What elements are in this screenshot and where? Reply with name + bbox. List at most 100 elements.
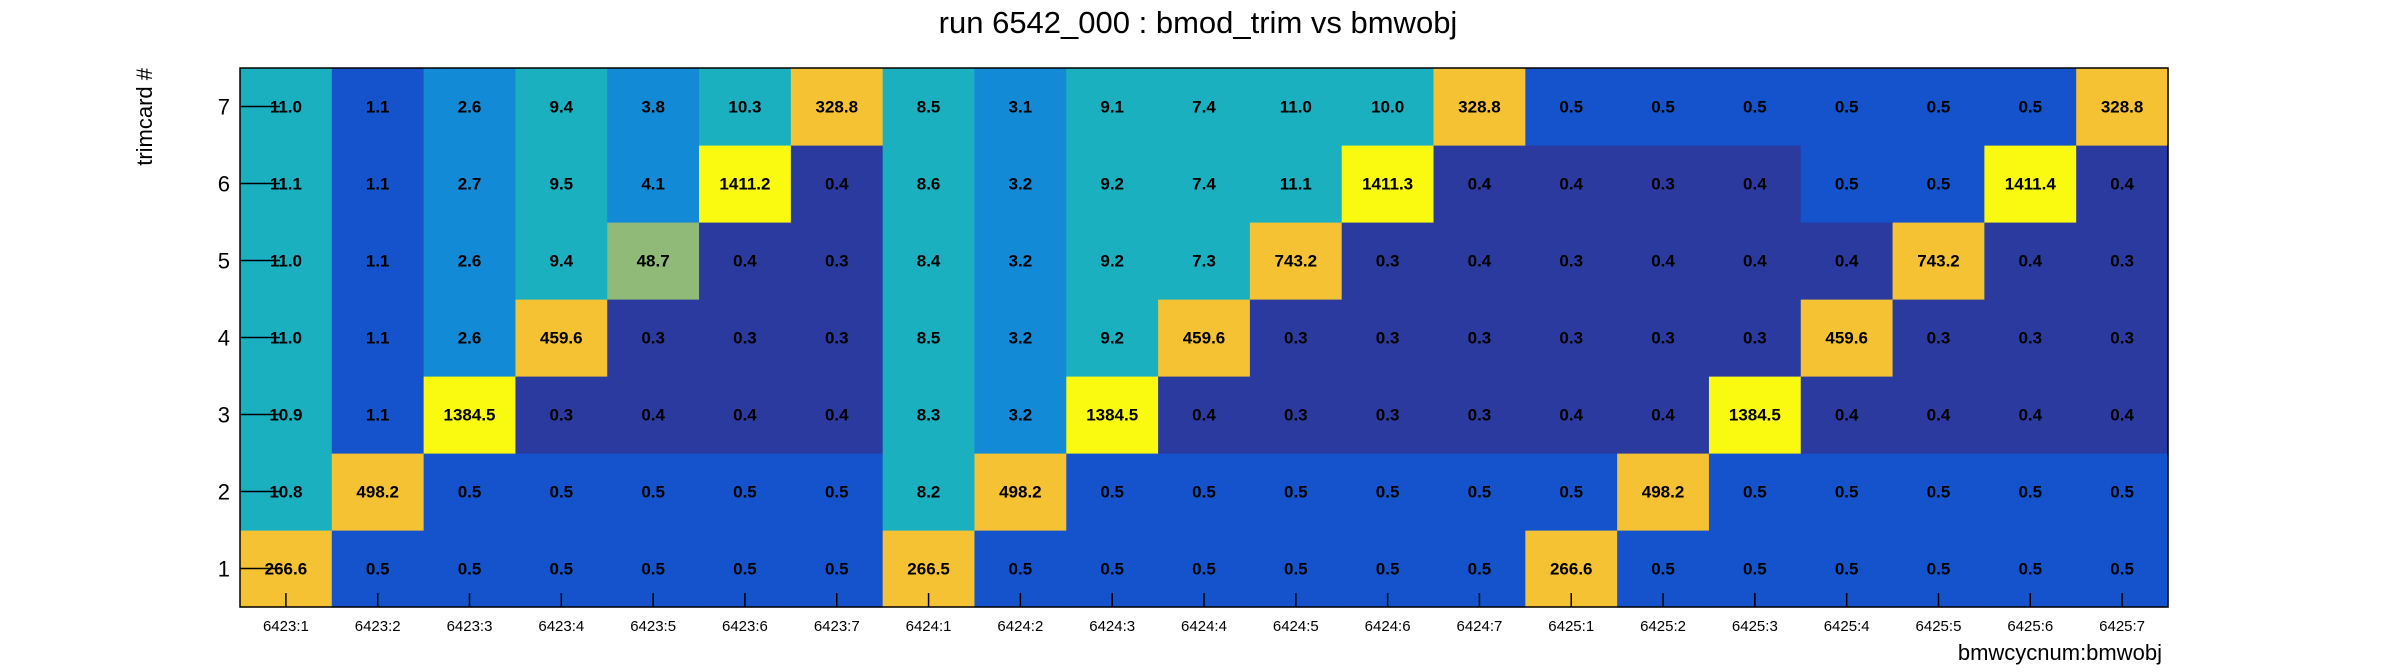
x-tick-label: 6424:4	[1181, 618, 1227, 635]
cell-value-label: 0.3	[1651, 329, 1675, 348]
heatmap-cell	[699, 68, 792, 146]
x-tick-label: 6424:7	[1456, 618, 1502, 635]
heatmap-cell	[699, 299, 792, 377]
heatmap-cell	[331, 453, 425, 531]
cell-value-label: 0.5	[1651, 560, 1675, 579]
heatmap-cell	[1158, 68, 1251, 146]
cell-value-label: 0.3	[825, 252, 849, 271]
cell-value-label: 10.9	[269, 406, 302, 425]
cell-value-label: 266.6	[1550, 560, 1593, 579]
heatmap-cell	[1892, 222, 1985, 300]
heatmap-cell	[1984, 453, 2077, 531]
cell-value-label: 10.0	[1371, 98, 1404, 117]
heatmap-cell	[515, 222, 608, 300]
heatmap-cell	[1892, 376, 1985, 454]
cell-value-label: 3.2	[1009, 329, 1033, 348]
heatmap-cell	[882, 299, 976, 377]
x-tick-label: 6423:6	[722, 618, 768, 635]
cell-value-label: 0.5	[550, 483, 574, 502]
heatmap-cell	[1708, 376, 1802, 454]
heatmap-cell	[1249, 453, 1343, 531]
heatmap-cell	[1617, 453, 1710, 531]
cell-value-label: 9.1	[1100, 98, 1124, 117]
cell-value-label: 9.2	[1100, 329, 1124, 348]
cell-value-label: 0.4	[1835, 252, 1859, 271]
cell-value-label: 8.6	[917, 175, 941, 194]
cell-value-label: 7.4	[1192, 175, 1216, 194]
heatmap-cell	[1158, 145, 1251, 223]
cell-value-label: 0.5	[1468, 483, 1492, 502]
cell-value-label: 11.1	[1280, 175, 1312, 194]
cell-value-label: 2.6	[458, 98, 482, 117]
heatmap-cell	[1800, 68, 1894, 146]
cell-value-label: 0.5	[1743, 560, 1767, 579]
cell-value-label: 0.5	[458, 483, 482, 502]
cell-value-label: 0.5	[1835, 483, 1859, 502]
heatmap-cell	[607, 145, 700, 223]
cell-value-label: 1411.3	[1362, 175, 1413, 194]
cell-value-label: 7.4	[1192, 98, 1216, 117]
cell-value-label: 0.5	[2018, 560, 2042, 579]
cell-value-label: 498.2	[1642, 483, 1685, 502]
cell-value-label: 11.0	[1280, 98, 1312, 117]
cell-value-label: 3.2	[1009, 406, 1033, 425]
cell-value-label: 3.2	[1009, 175, 1033, 194]
cell-value-label: 0.3	[1927, 329, 1951, 348]
cell-value-label: 0.4	[1468, 175, 1492, 194]
heatmap-cell	[1066, 222, 1159, 300]
heatmap-cell	[1800, 299, 1894, 377]
heatmap-cell	[423, 222, 517, 300]
cell-value-label: 0.4	[733, 406, 757, 425]
heatmap-cell	[974, 453, 1067, 531]
cell-value-label: 1411.2	[719, 175, 770, 194]
cell-value-label: 1384.5	[444, 406, 496, 425]
cell-value-label: 0.3	[1376, 329, 1400, 348]
heatmap-cell	[2076, 145, 2169, 223]
heatmap-cell	[1708, 68, 1802, 146]
cell-value-label: 8.4	[917, 252, 941, 271]
y-tick-label: 3	[218, 403, 230, 428]
heatmap-cell	[1249, 299, 1343, 377]
cell-value-label: 0.4	[2110, 175, 2134, 194]
x-tick-label: 6423:5	[630, 618, 676, 635]
cell-value-label: 328.8	[815, 98, 858, 117]
cell-value-label: 1.1	[366, 329, 390, 348]
cell-value-label: 0.3	[1559, 252, 1583, 271]
cell-value-label: 8.2	[917, 483, 941, 502]
cell-value-label: 1384.5	[1729, 406, 1781, 425]
heatmap-cell	[1433, 68, 1526, 146]
cell-value-label: 0.5	[1559, 98, 1583, 117]
cell-value-label: 0.4	[825, 406, 849, 425]
cell-value-label: 2.6	[458, 252, 482, 271]
heatmap-cell	[1892, 299, 1985, 377]
cell-value-label: 11.0	[270, 252, 302, 271]
heatmap-cell	[882, 453, 976, 531]
x-tick-label: 6425:4	[1824, 618, 1870, 635]
cell-value-label: 0.4	[1559, 175, 1583, 194]
cell-value-label: 0.5	[641, 483, 665, 502]
heatmap-cell	[1708, 453, 1802, 531]
heatmap-cell	[882, 145, 976, 223]
cell-value-label: 0.3	[1376, 406, 1400, 425]
cell-value-label: 0.5	[2110, 483, 2134, 502]
x-tick-label: 6425:3	[1732, 618, 1778, 635]
cell-value-label: 498.2	[356, 483, 399, 502]
x-tick-label: 6423:7	[814, 618, 860, 635]
cell-value-label: 48.7	[637, 252, 670, 271]
heatmap-cell	[1892, 453, 1985, 531]
cell-value-label: 0.4	[2110, 406, 2134, 425]
heatmap-cell	[790, 222, 884, 300]
cell-value-label: 1.1	[366, 175, 390, 194]
cell-value-label: 3.1	[1009, 98, 1033, 117]
cell-value-label: 459.6	[1825, 329, 1868, 348]
heatmap-cell	[331, 376, 425, 454]
heatmap-cell	[1708, 145, 1802, 223]
heatmap-cell	[1525, 145, 1618, 223]
cell-value-label: 0.3	[641, 329, 665, 348]
heatmap-cell	[331, 222, 425, 300]
cell-value-label: 0.5	[1927, 98, 1951, 117]
cell-value-label: 0.4	[2018, 406, 2042, 425]
heatmap-cell	[699, 376, 792, 454]
heatmap-cell	[1249, 145, 1343, 223]
cell-value-label: 3.2	[1009, 252, 1033, 271]
